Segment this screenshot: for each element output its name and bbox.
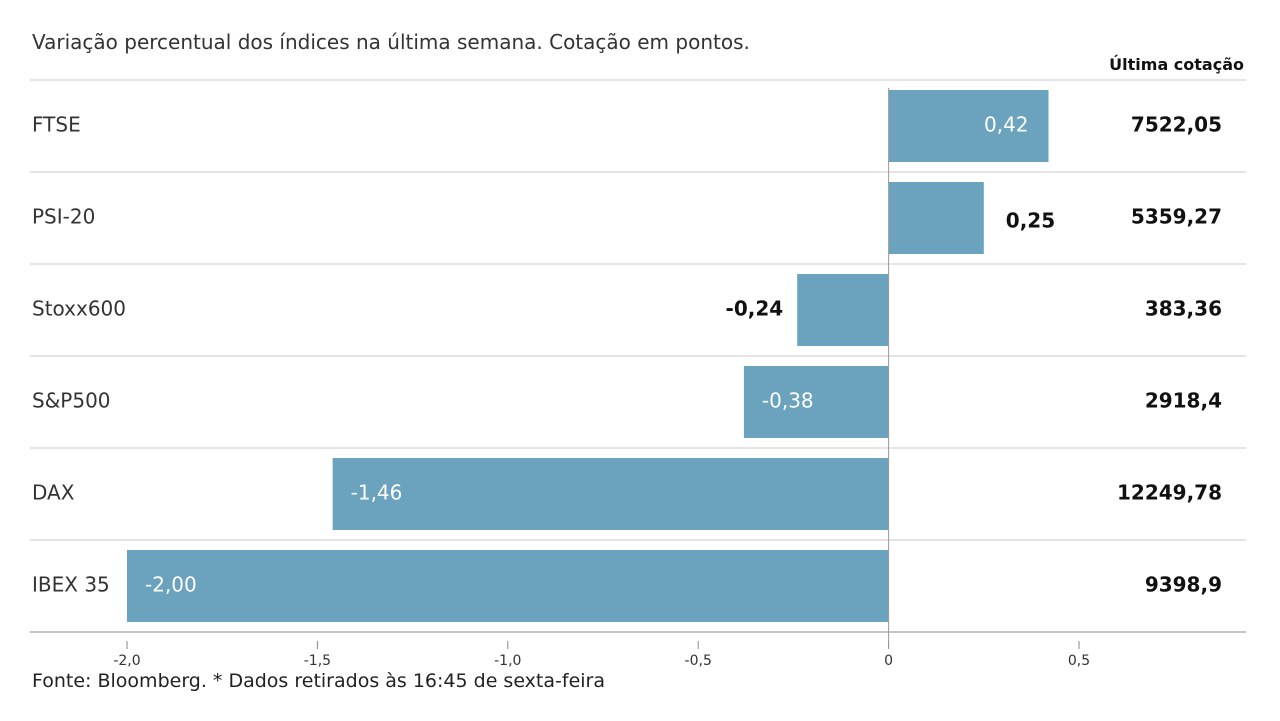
bar xyxy=(332,458,889,530)
bar xyxy=(888,90,1049,162)
data-label: -2,00 xyxy=(145,573,197,597)
category-label: DAX xyxy=(32,481,75,505)
last-quote-value: 2918,4 xyxy=(1145,389,1222,413)
x-tick-label: -1,5 xyxy=(304,653,331,669)
bar xyxy=(127,550,889,622)
data-label: 0,42 xyxy=(984,113,1029,137)
data-label: -0,24 xyxy=(726,297,784,321)
data-label: -0,38 xyxy=(762,389,814,413)
x-tick-label: 0,5 xyxy=(1068,653,1090,669)
last-quote-value: 12249,78 xyxy=(1117,481,1222,505)
category-label: FTSE xyxy=(32,113,81,137)
x-tick-label: 0 xyxy=(884,653,893,669)
category-label: PSI-20 xyxy=(32,205,95,229)
last-quote-value: 5359,27 xyxy=(1131,205,1222,229)
data-label: 0,25 xyxy=(1006,209,1055,233)
source-note: Fonte: Bloomberg. * Dados retirados às 1… xyxy=(32,670,605,692)
bar xyxy=(888,182,984,254)
last-quote-header: Última cotação xyxy=(1109,55,1244,74)
x-tick-label: -0,5 xyxy=(685,653,712,669)
last-quote-value: 383,36 xyxy=(1145,297,1222,321)
x-tick-label: -1,0 xyxy=(494,653,521,669)
category-label: IBEX 35 xyxy=(32,573,110,597)
bar xyxy=(797,274,889,346)
category-label: S&P500 xyxy=(32,389,111,413)
data-label: -1,46 xyxy=(351,481,403,505)
bar xyxy=(743,366,889,438)
chart-subtitle: Variação percentual dos índices na últim… xyxy=(32,30,750,54)
category-label: Stoxx600 xyxy=(32,297,126,321)
last-quote-value: 9398,9 xyxy=(1145,573,1222,597)
last-quote-value: 7522,05 xyxy=(1131,113,1222,137)
x-tick-label: -2,0 xyxy=(113,653,140,669)
